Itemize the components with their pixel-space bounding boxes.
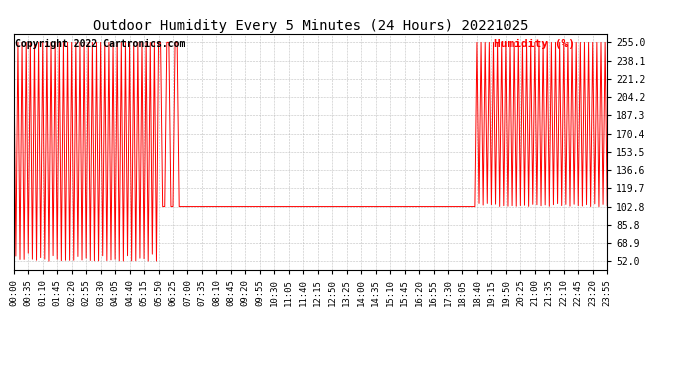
Text: Humidity (%): Humidity (%) xyxy=(495,39,575,48)
Title: Outdoor Humidity Every 5 Minutes (24 Hours) 20221025: Outdoor Humidity Every 5 Minutes (24 Hou… xyxy=(92,19,529,33)
Text: Copyright 2022 Cartronics.com: Copyright 2022 Cartronics.com xyxy=(15,39,186,48)
